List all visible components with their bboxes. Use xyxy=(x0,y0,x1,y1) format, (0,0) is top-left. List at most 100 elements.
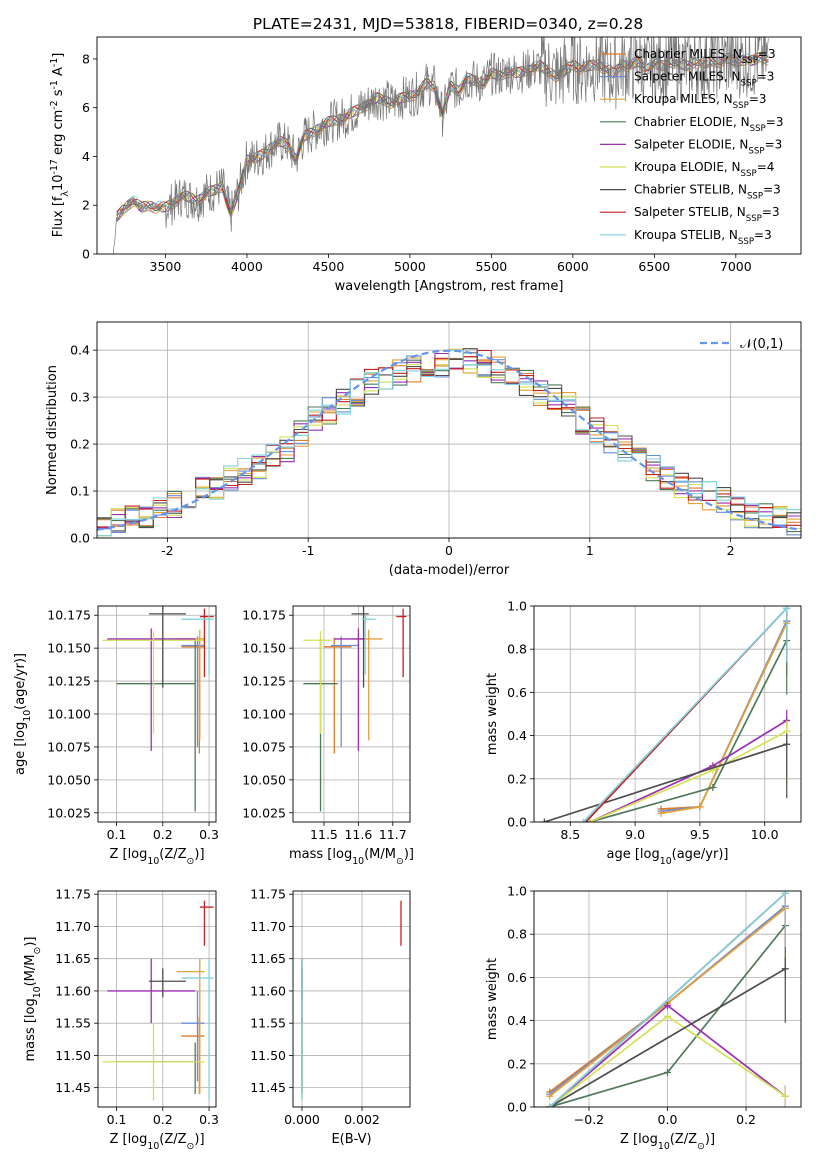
y-tick-label: 10.125 xyxy=(47,674,91,689)
x-tick-label: 0.3 xyxy=(199,827,219,842)
x-tick-label: 0 xyxy=(445,543,453,558)
axes-frame xyxy=(96,321,802,539)
y-tick-label: 0 xyxy=(82,247,90,262)
x-axis-label: E(B-V) xyxy=(331,1132,371,1147)
x-axis-label: wavelength [Angstrom, rest frame] xyxy=(335,279,564,294)
y-tick-label: 11.75 xyxy=(250,887,286,902)
plot-area xyxy=(303,606,407,812)
y-tick-label: 0.2 xyxy=(507,771,527,786)
y-tick-label: 0.1 xyxy=(70,484,90,499)
y-tick-label: 11.55 xyxy=(55,1016,91,1031)
observed-spectrum-line xyxy=(112,37,769,254)
x-tick-label: 5000 xyxy=(394,259,426,274)
plot-area xyxy=(102,900,214,1101)
x-tick-label: 11.5 xyxy=(310,827,338,842)
x-tick-label: 4000 xyxy=(231,259,263,274)
y-tick-label: 11.50 xyxy=(55,1048,91,1063)
figure-title: PLATE=2431, MJD=53818, FIBERID=0340, z=0… xyxy=(253,15,643,33)
y-axis-label: mass weight xyxy=(485,673,500,755)
plot-area xyxy=(112,37,769,254)
x-tick-label: 0.2 xyxy=(736,1112,756,1127)
axes-frame xyxy=(97,890,217,1108)
y-axis-label: age [log10(age/yr)] xyxy=(13,653,33,775)
y-tick-label: 10.175 xyxy=(47,608,91,623)
y-tick-label: 10.100 xyxy=(47,707,91,722)
y-tick-label: 10.050 xyxy=(47,772,91,787)
y-tick-label: 6 xyxy=(82,100,90,115)
legend-label: Kroupa STELIB, NSSP=3 xyxy=(634,228,772,247)
axes-frame xyxy=(97,605,217,823)
plot-area xyxy=(102,606,214,812)
legend-label: 𝒩(0,1) xyxy=(740,337,783,352)
weight-series-line xyxy=(582,607,788,822)
plot-area xyxy=(97,348,801,537)
y-tick-label: 10.050 xyxy=(242,772,286,787)
age-vs-Z-axes: 0.1 0.2 0.3 10.025 10.050 10.075 10.100 10.125 1… xyxy=(13,605,219,867)
x-tick-label: 0.0 xyxy=(658,1112,678,1127)
spectrum-legend: Chabrier MILES, NSSP=3 Salpeter MILES, NS… xyxy=(600,47,783,247)
y-tick-label: 0.6 xyxy=(507,970,527,985)
x-tick-label: 6500 xyxy=(638,259,670,274)
x-axis-label: Z [log10(Z/Z⊙)] xyxy=(620,1132,715,1152)
y-tick-label: 11.55 xyxy=(250,1016,286,1031)
y-tick-label: 0.0 xyxy=(507,815,527,830)
x-tick-label: 0.2 xyxy=(153,1112,173,1127)
y-tick-label: 0.4 xyxy=(507,728,527,743)
x-tick-label: 0.1 xyxy=(107,1112,127,1127)
y-axis-label: Flux [fλ10-17 erg cm-2 s-1 A-1] xyxy=(49,53,71,238)
y-tick-label: 0.0 xyxy=(507,1100,527,1115)
y-axis-label: mass [log10(M/M⊙)] xyxy=(23,937,43,1062)
x-tick-label: −0.2 xyxy=(574,1112,604,1127)
legend-label: Salpeter MILES, NSSP=3 xyxy=(634,70,774,89)
y-tick-label: 11.60 xyxy=(250,983,286,998)
ticks: 0.1 0.2 0.3 10.025 10.050 10.075 10.100 10.125 1… xyxy=(47,608,219,842)
weight-series-line xyxy=(549,968,786,1107)
x-tick-label: 0.002 xyxy=(344,1112,380,1127)
y-tick-label: 1.0 xyxy=(507,599,527,614)
y-tick-label: 0.0 xyxy=(70,531,90,546)
y-axis-label: mass weight xyxy=(485,958,500,1040)
weight-series-line xyxy=(660,620,788,813)
ticks: 11.5 11.6 11.7 10.025 10.050 10.075 10.100 10.1… xyxy=(242,608,406,842)
y-axis-label: Normed distribution xyxy=(45,365,60,495)
x-axis-label: Z [log10(Z/Z⊙)] xyxy=(109,1132,204,1152)
y-tick-label: 10.125 xyxy=(242,674,286,689)
age-vs-mass-axes: 11.5 11.6 11.7 10.025 10.050 10.075 10.100 10.1… xyxy=(242,605,414,867)
weight-series-line xyxy=(544,743,787,822)
y-tick-label: 0.2 xyxy=(507,1056,527,1071)
legend-label: Chabrier ELODIE, NSSP=3 xyxy=(634,115,783,134)
x-tick-label: 8.5 xyxy=(560,827,580,842)
y-tick-label: 10.150 xyxy=(47,641,91,656)
y-tick-label: 0.8 xyxy=(507,642,527,657)
x-tick-label: 0.1 xyxy=(107,827,127,842)
y-tick-label: 11.70 xyxy=(250,919,286,934)
x-tick-label: 10.0 xyxy=(751,827,779,842)
y-tick-label: 0.3 xyxy=(70,390,90,405)
histogram-legend: 𝒩(0,1) xyxy=(700,337,783,352)
plot-area xyxy=(546,891,789,1107)
legend-label: Chabrier MILES, NSSP=3 xyxy=(634,47,776,66)
plot-area xyxy=(540,606,791,822)
weight-series-line xyxy=(549,892,786,1107)
ticks: 0.000 0.002 11.45 11.50 11.55 11.60 11.65 11.70… xyxy=(250,887,380,1127)
legend-label: Kroupa ELODIE, NSSP=4 xyxy=(634,160,774,179)
normal-curve-line xyxy=(97,349,801,531)
legend-label: Salpeter ELODIE, NSSP=3 xyxy=(634,137,782,156)
x-axis-label: (data-model)/error xyxy=(389,563,510,578)
x-axis-label: mass [log10(M/M⊙)] xyxy=(289,847,414,867)
x-tick-label: -2 xyxy=(161,543,173,558)
y-tick-label: 4 xyxy=(82,149,90,164)
y-tick-label: 11.65 xyxy=(55,951,91,966)
histogram-step-line xyxy=(97,349,801,537)
y-tick-label: 11.50 xyxy=(250,1048,286,1063)
y-tick-label: 10.150 xyxy=(242,641,286,656)
x-tick-label: 1 xyxy=(586,543,594,558)
x-axis-label: Z [log10(Z/Z⊙)] xyxy=(109,847,204,867)
axes-frame xyxy=(533,605,802,823)
x-tick-label: 4500 xyxy=(313,259,345,274)
y-tick-label: 11.60 xyxy=(55,983,91,998)
grid-lines xyxy=(293,606,410,822)
y-tick-label: 11.45 xyxy=(250,1080,286,1095)
y-tick-label: 10.175 xyxy=(242,608,286,623)
